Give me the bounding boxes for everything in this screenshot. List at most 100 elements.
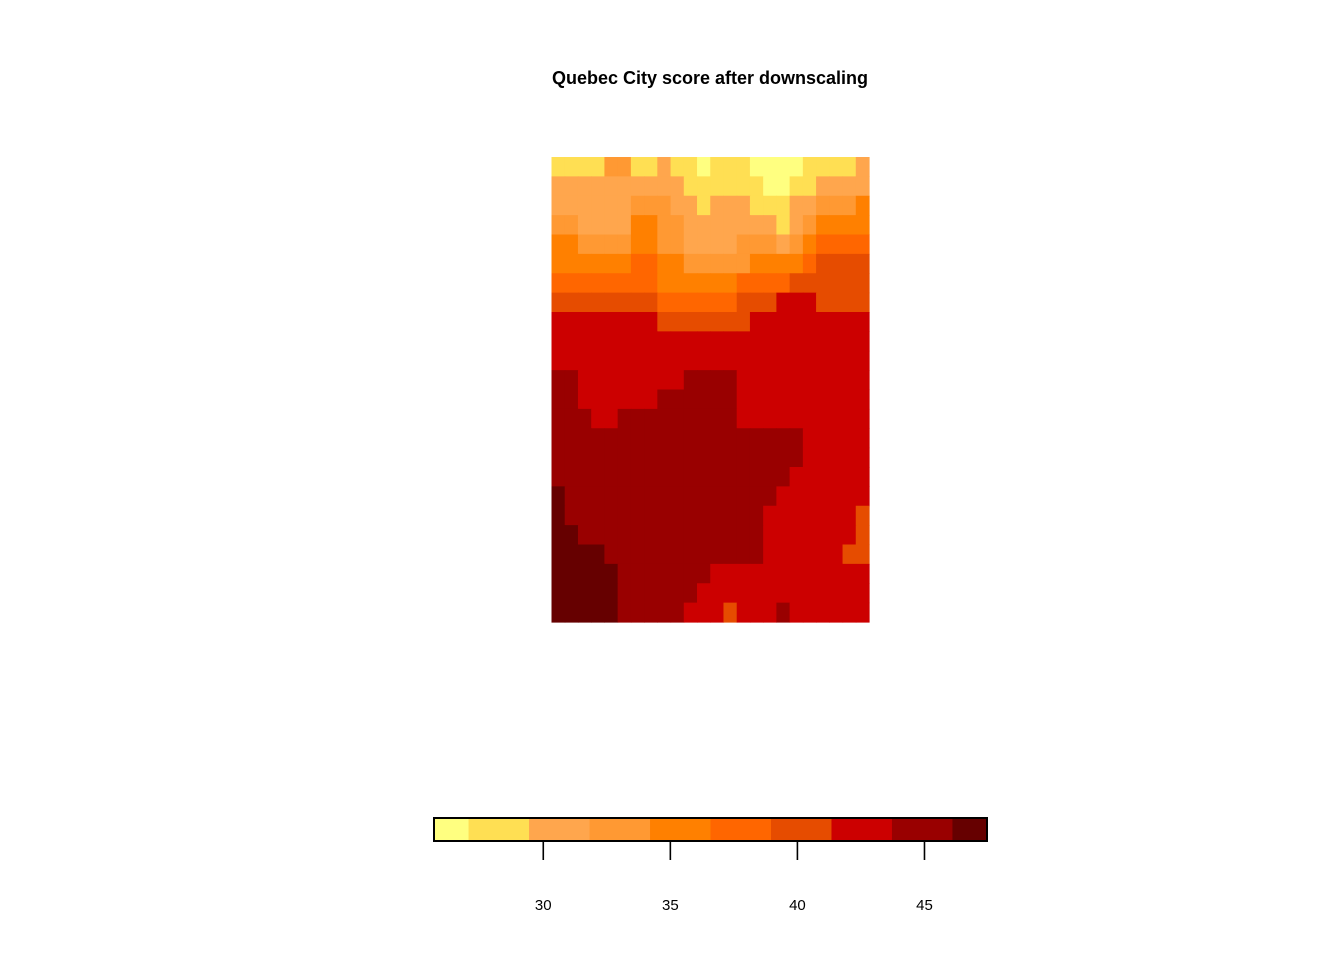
heatmap-cell bbox=[657, 525, 672, 546]
heatmap-cell bbox=[776, 176, 791, 197]
heatmap-cell bbox=[670, 505, 685, 526]
heatmap-cell bbox=[657, 447, 672, 468]
heatmap-cell bbox=[789, 486, 804, 507]
heatmap-cell bbox=[749, 195, 764, 216]
heatmap-cell bbox=[644, 157, 658, 177]
heatmap-cell bbox=[697, 467, 711, 487]
heatmap-cell bbox=[683, 195, 698, 216]
heatmap-cell bbox=[683, 428, 698, 449]
heatmap-cell bbox=[591, 176, 606, 197]
heatmap-cell bbox=[551, 195, 566, 216]
heatmap-cell bbox=[855, 428, 870, 449]
heatmap-cell bbox=[657, 389, 672, 410]
heatmap-cell bbox=[670, 544, 685, 565]
heatmap-cell bbox=[763, 408, 777, 429]
heatmap-cell bbox=[710, 505, 725, 526]
heatmap-cell bbox=[776, 370, 791, 391]
heatmap-cell bbox=[617, 292, 632, 313]
heatmap-cell bbox=[577, 428, 592, 449]
heatmap-cell bbox=[816, 602, 830, 623]
heatmap-cell bbox=[644, 408, 658, 429]
heatmap-cell bbox=[564, 176, 579, 197]
heatmap-cell bbox=[776, 583, 791, 604]
heatmap-cell bbox=[723, 370, 738, 391]
heatmap-cell bbox=[763, 292, 777, 313]
heatmap-cell bbox=[710, 331, 725, 352]
heatmap-cell bbox=[591, 331, 606, 352]
heatmap-cell bbox=[776, 157, 791, 177]
heatmap-cell bbox=[776, 234, 791, 255]
heatmap-cell bbox=[697, 215, 711, 236]
heatmap-cell bbox=[644, 331, 658, 352]
heatmap-cell bbox=[710, 408, 725, 429]
heatmap-cell bbox=[749, 563, 764, 584]
heatmap-cell bbox=[630, 331, 645, 352]
heatmap-cell bbox=[749, 428, 764, 449]
heatmap-cell bbox=[657, 273, 672, 294]
heatmap-cell bbox=[551, 447, 566, 468]
heatmap-cell bbox=[802, 176, 817, 197]
heatmap-cell bbox=[855, 215, 870, 236]
heatmap-cell bbox=[670, 292, 685, 313]
heatmap-cell bbox=[617, 563, 632, 584]
heatmap-cell bbox=[802, 253, 817, 274]
heatmap-cell bbox=[670, 408, 685, 429]
heatmap-cell bbox=[789, 350, 804, 371]
heatmap-cell bbox=[697, 583, 711, 604]
heatmap-cell bbox=[829, 583, 844, 604]
heatmap-cell bbox=[829, 370, 844, 391]
heatmap-cell bbox=[855, 583, 870, 604]
heatmap-cell bbox=[710, 215, 725, 236]
heatmap-cell bbox=[604, 292, 619, 313]
heatmap-cell bbox=[591, 525, 606, 546]
heatmap-cell bbox=[842, 350, 857, 371]
heatmap-cell bbox=[829, 544, 844, 565]
heatmap-cell bbox=[829, 292, 844, 313]
heatmap-cell bbox=[564, 563, 579, 584]
heatmap-cell bbox=[644, 563, 658, 584]
heatmap-cell bbox=[697, 312, 711, 332]
heatmap-cell bbox=[697, 602, 711, 623]
heatmap-cell bbox=[617, 505, 632, 526]
colorbar-swatch bbox=[952, 818, 988, 841]
heatmap-cell bbox=[749, 350, 764, 371]
heatmap-cell bbox=[802, 563, 817, 584]
heatmap-cell bbox=[816, 467, 830, 487]
heatmap-cell bbox=[829, 234, 844, 255]
heatmap-cell bbox=[855, 292, 870, 313]
heatmap-cell bbox=[816, 583, 830, 604]
heatmap-cell bbox=[723, 253, 738, 274]
heatmap-cell bbox=[776, 331, 791, 352]
heatmap-cell bbox=[842, 234, 857, 255]
heatmap-cell bbox=[644, 312, 658, 332]
heatmap-cell bbox=[630, 447, 645, 468]
heatmap-cell bbox=[723, 563, 738, 584]
heatmap-cell bbox=[855, 467, 870, 487]
heatmap-cell bbox=[710, 157, 725, 177]
heatmap-cell bbox=[816, 331, 830, 352]
heatmap-cell bbox=[749, 486, 764, 507]
heatmap-cell bbox=[855, 370, 870, 391]
heatmap-cell bbox=[736, 486, 751, 507]
heatmap-cell bbox=[789, 253, 804, 274]
heatmap-cell bbox=[749, 331, 764, 352]
heatmap-cell bbox=[789, 273, 804, 294]
heatmap-cell bbox=[683, 273, 698, 294]
heatmap-cell bbox=[564, 505, 579, 526]
heatmap-cell bbox=[644, 292, 658, 313]
heatmap-cell bbox=[749, 253, 764, 274]
heatmap-cell bbox=[763, 467, 777, 487]
heatmap-cell bbox=[763, 428, 777, 449]
heatmap-cell bbox=[683, 157, 698, 177]
heatmap-cell bbox=[710, 234, 725, 255]
heatmap-cell bbox=[749, 447, 764, 468]
heatmap-cell bbox=[591, 312, 606, 332]
heatmap-cell bbox=[577, 525, 592, 546]
heatmap-cell bbox=[657, 350, 672, 371]
heatmap-cell bbox=[749, 312, 764, 332]
heatmap-cell bbox=[564, 157, 579, 177]
heatmap-cell bbox=[604, 312, 619, 332]
heatmap-cell bbox=[776, 215, 791, 236]
heatmap-cell bbox=[763, 350, 777, 371]
heatmap-cell bbox=[736, 215, 751, 236]
